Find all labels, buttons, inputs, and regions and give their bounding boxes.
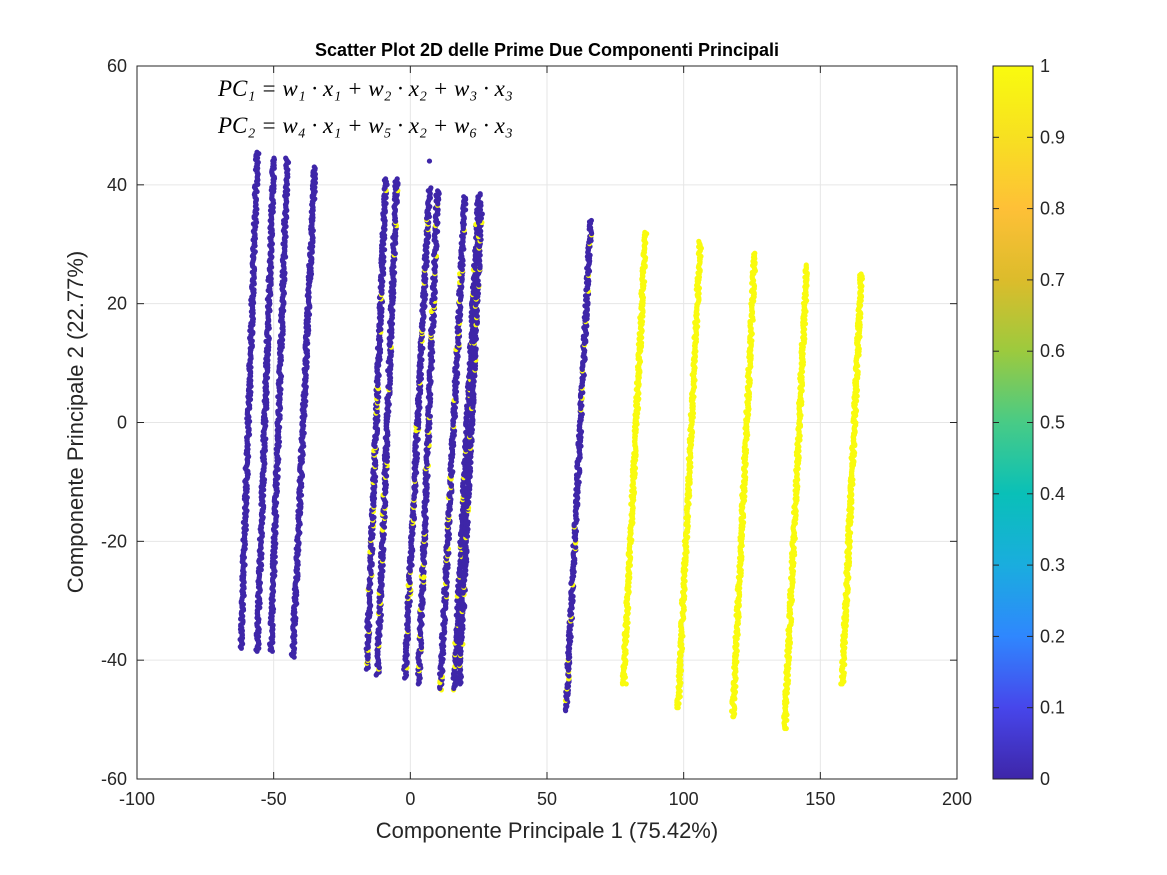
data-point <box>696 238 702 244</box>
data-point <box>271 155 277 161</box>
data-point <box>428 185 434 191</box>
data-point <box>311 164 317 170</box>
cluster-3 <box>267 155 292 654</box>
data-point <box>394 176 400 182</box>
cluster-4 <box>288 164 318 660</box>
cluster-1 <box>237 149 262 651</box>
data-points <box>237 149 866 732</box>
data-point <box>478 200 484 206</box>
data-point <box>283 155 289 161</box>
data-point <box>383 176 389 182</box>
data-point <box>435 188 441 194</box>
data-point <box>254 149 260 155</box>
cluster-2 <box>253 155 278 654</box>
cluster-5 <box>363 176 390 672</box>
data-point <box>588 217 595 224</box>
data-point <box>642 229 648 235</box>
data-point <box>461 194 467 200</box>
data-point <box>477 191 483 197</box>
